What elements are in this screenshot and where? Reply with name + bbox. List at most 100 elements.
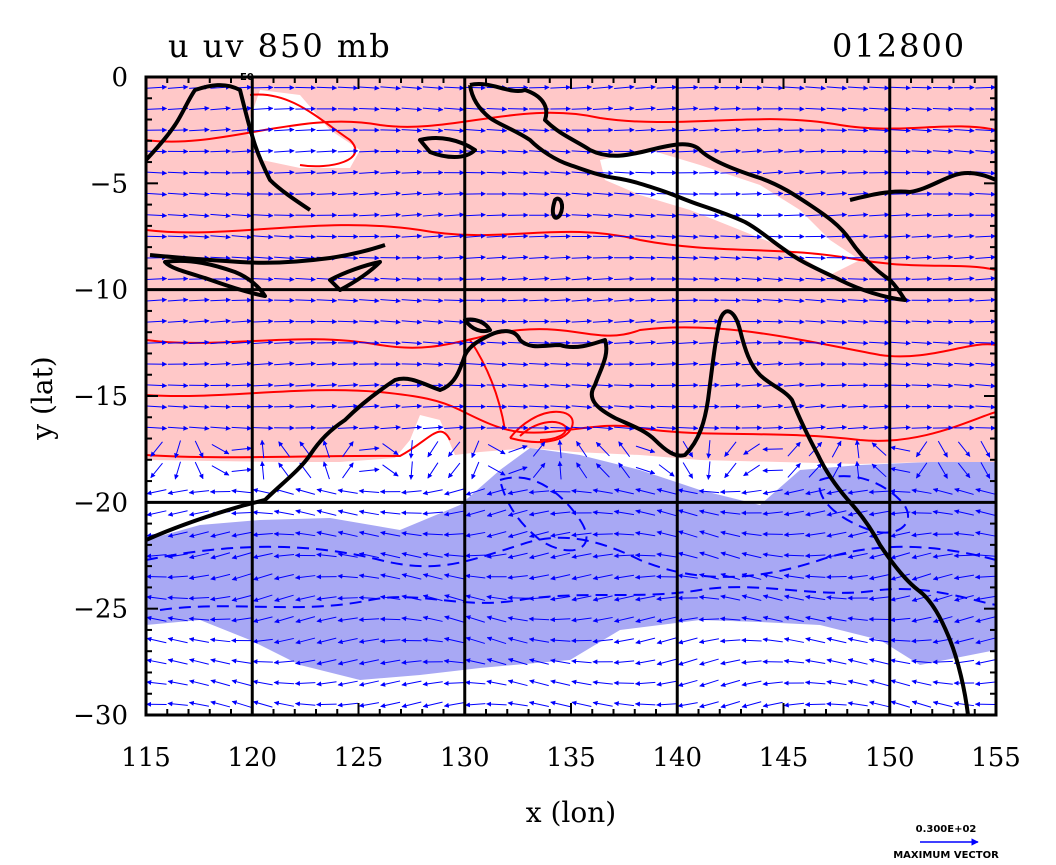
wind-vector-401: [167, 297, 189, 303]
wind-vector-623: [635, 404, 656, 410]
wind-vector-231: [805, 191, 826, 197]
wind-vector-52: [401, 106, 423, 112]
wind-vector-105: [677, 127, 699, 133]
wind-vector-1124: [231, 679, 252, 687]
wind-vector-546: [699, 361, 720, 367]
wind-vector-1076: [911, 638, 932, 644]
wind-vector-413: [422, 298, 444, 304]
wind-vector-1009: [337, 617, 358, 623]
wind-vector-904: [656, 552, 677, 558]
wind-vector-491: [380, 340, 401, 346]
wind-vector-275: [890, 212, 911, 218]
wind-vector-116: [911, 128, 933, 134]
wind-vector-784: [656, 487, 677, 495]
wind-vector-511: [805, 340, 826, 346]
wind-vector-1025: [677, 617, 698, 623]
wind-vector-157: [932, 149, 954, 155]
wind-vector-1043: [209, 637, 231, 643]
wind-vector-1091: [380, 659, 401, 666]
wind-vector-93: [422, 128, 444, 134]
wind-vector-334: [444, 254, 465, 260]
wind-vector-418: [529, 297, 550, 303]
wind-vector-273: [847, 212, 869, 218]
wind-vector-733: [427, 462, 439, 479]
wind-vector-1027: [719, 616, 741, 622]
wind-vector-855: [465, 531, 486, 538]
wind-vector-453: [422, 319, 444, 325]
wind-vector-51: [380, 106, 401, 112]
wind-vector-1032: [826, 615, 847, 622]
wind-vector-160: [146, 170, 168, 176]
wind-vector-935: [464, 573, 486, 579]
wind-vector-1040: [146, 636, 167, 644]
coast-island-small-2: [550, 196, 565, 220]
wind-vector-761: [167, 489, 188, 496]
wind-vector-281: [167, 234, 189, 240]
wind-vector-1112: [826, 658, 847, 665]
wind-vector-957: [932, 573, 953, 581]
coast-borneo-sulawesi: [146, 83, 312, 212]
wind-vector-725: [259, 460, 265, 480]
wind-vector-155: [890, 149, 911, 155]
wind-vector-262: [614, 213, 635, 219]
wind-vector-791: [805, 489, 826, 496]
wind-vector-1166: [273, 700, 294, 707]
wind-vector-1107: [720, 659, 741, 666]
wind-vector-365: [252, 276, 274, 282]
wind-vector-461: [592, 318, 614, 324]
wind-vector-927: [294, 574, 316, 580]
x-tick-label-145: 145: [759, 743, 809, 773]
wind-vector-1157: [932, 679, 953, 685]
wind-vector-1021: [592, 616, 613, 623]
wind-vector-31: [805, 85, 826, 91]
x-tick-label-120: 120: [227, 743, 277, 773]
wind-vector-1007: [295, 616, 316, 624]
wind-vector-396: [911, 276, 933, 282]
wind-vector-324: [231, 255, 253, 261]
wind-vector-801: [167, 510, 188, 517]
wind-vector-366: [274, 276, 295, 282]
wind-vector-291: [380, 233, 401, 239]
wind-vector-532: [401, 361, 423, 367]
wind-vector-1003: [209, 616, 231, 622]
wind-vector-938: [528, 574, 549, 581]
wind-vector-862: [613, 531, 635, 537]
wind-vector-1149: [762, 681, 783, 687]
wind-vector-912: [826, 553, 847, 559]
wind-vector-1154: [869, 679, 889, 687]
coast-island-small-3: [463, 317, 492, 334]
wind-vector-253: [422, 212, 444, 218]
wind-vector-515: [890, 340, 911, 346]
wind-vector-755: [890, 466, 911, 473]
wind-vector-136: [486, 149, 508, 155]
wind-vector-1145: [677, 679, 698, 687]
wind-vector-346: [699, 255, 720, 261]
wind-vector-128: [316, 148, 338, 154]
wind-vector-680: [150, 441, 163, 457]
wind-vector-629: [762, 403, 784, 409]
wind-vector-375: [465, 276, 486, 282]
wind-vector-1114: [868, 658, 889, 665]
wind-vector-412: [401, 298, 423, 304]
wind-vector-1095: [465, 658, 486, 665]
wind-vector-876: [911, 532, 932, 538]
wind-vector-897: [507, 552, 528, 560]
wind-vector-1125: [252, 679, 273, 686]
wind-vector-569: [337, 382, 359, 388]
wind-vector-1189: [762, 701, 783, 708]
wind-vector-943: [634, 574, 656, 580]
timestamp-label: 012800: [832, 27, 966, 65]
wind-vector-919: [974, 552, 996, 558]
wind-vector-169: [337, 169, 359, 175]
wind-vector-1099: [550, 658, 571, 665]
wind-vector-654: [444, 425, 465, 431]
wind-vector-298: [529, 233, 550, 239]
wind-vector-1028: [741, 615, 762, 622]
wind-vector-547: [720, 361, 741, 367]
wind-vector-421: [592, 297, 614, 303]
wind-vector-1000: [146, 615, 167, 622]
wind-vector-664: [656, 425, 678, 431]
wind-vector-587: [720, 382, 741, 388]
wind-vector-333: [422, 255, 444, 261]
wind-vector-829: [762, 511, 783, 517]
